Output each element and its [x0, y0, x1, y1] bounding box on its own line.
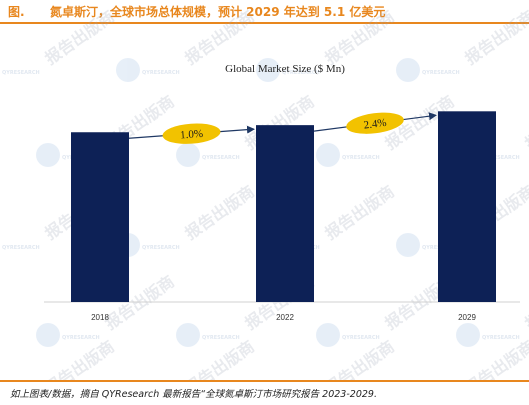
svg-text:QYRESEARCH: QYRESEARCH [482, 155, 520, 161]
chart: QYRESEARCH报告出版商QYRESEARCH报告出版商QYRESEARCH… [2, 7, 529, 380]
watermark-logo: QYRESEARCH [176, 143, 240, 167]
watermark-text: 报告出版商 [461, 7, 529, 68]
watermark-logo: QYRESEARCH [256, 58, 320, 82]
x-tick-label: 2022 [276, 313, 294, 322]
watermark-logo: QYRESEARCH [176, 323, 240, 347]
svg-text:QYRESEARCH: QYRESEARCH [2, 70, 40, 76]
growth-label-bubble [162, 123, 221, 144]
watermark-logo: QYRESEARCH [396, 58, 460, 82]
watermark-text: 报告出版商 [321, 7, 397, 68]
watermark-logo: QYRESEARCH [316, 143, 380, 167]
footer-divider [0, 380, 529, 382]
x-tick-label: 2029 [458, 313, 476, 322]
x-tick-labels: 2018 2022 2029 [91, 313, 476, 322]
title-bar: 图. 氮卓斯汀，全球市场总体规模，预计 2029 年达到 5.1 亿美元 [0, 0, 529, 24]
watermark-logo: QYRESEARCH [456, 323, 520, 347]
watermark-logo: QYRESEARCH [116, 58, 180, 82]
svg-text:QYRESEARCH: QYRESEARCH [62, 335, 100, 341]
watermark-logo: QYRESEARCH [2, 70, 40, 76]
svg-text:QYRESEARCH: QYRESEARCH [342, 155, 380, 161]
bar-2022 [256, 125, 314, 302]
watermark-text: 报告出版商 [521, 92, 529, 153]
svg-text:QYRESEARCH: QYRESEARCH [342, 335, 380, 341]
svg-text:QYRESEARCH: QYRESEARCH [282, 70, 320, 76]
chart-title: Global Market Size ($ Mn) [225, 63, 345, 75]
growth-annotations: 1.0% 2.4% [128, 112, 437, 144]
watermark-logo: QYRESEARCH [36, 323, 100, 347]
watermark-text: 报告出版商 [321, 182, 397, 243]
growth-label-bubble [346, 112, 404, 134]
svg-text:QYRESEARCH: QYRESEARCH [142, 245, 180, 251]
bar-2029 [438, 111, 496, 302]
watermark-logo: QYRESEARCH [2, 245, 40, 251]
watermark-text: 报告出版商 [41, 7, 117, 68]
figure-label: 图. [8, 5, 25, 19]
svg-text:QYRESEARCH: QYRESEARCH [202, 155, 240, 161]
bar-2018 [71, 132, 129, 302]
growth-rate-label: 2.4% [363, 117, 387, 132]
watermark-text: 报告出版商 [181, 182, 257, 243]
watermark-text: 报告出版商 [521, 272, 529, 333]
watermark-text: 报告出版商 [181, 7, 257, 68]
watermark-logo: QYRESEARCH [316, 323, 380, 347]
svg-text:QYRESEARCH: QYRESEARCH [202, 335, 240, 341]
source-note: 如上图表/数据，摘自 QYResearch 最新报告“全球氮卓斯汀市场研究报告 … [10, 389, 377, 400]
chart-headline: 氮卓斯汀，全球市场总体规模，预计 2029 年达到 5.1 亿美元 [50, 5, 386, 19]
bars [71, 111, 496, 302]
x-tick-label: 2018 [91, 313, 109, 322]
svg-text:QYRESEARCH: QYRESEARCH [422, 70, 460, 76]
svg-text:QYRESEARCH: QYRESEARCH [142, 70, 180, 76]
svg-text:QYRESEARCH: QYRESEARCH [482, 335, 520, 341]
svg-text:QYRESEARCH: QYRESEARCH [2, 245, 40, 251]
growth-rate-label: 1.0% [180, 128, 204, 142]
